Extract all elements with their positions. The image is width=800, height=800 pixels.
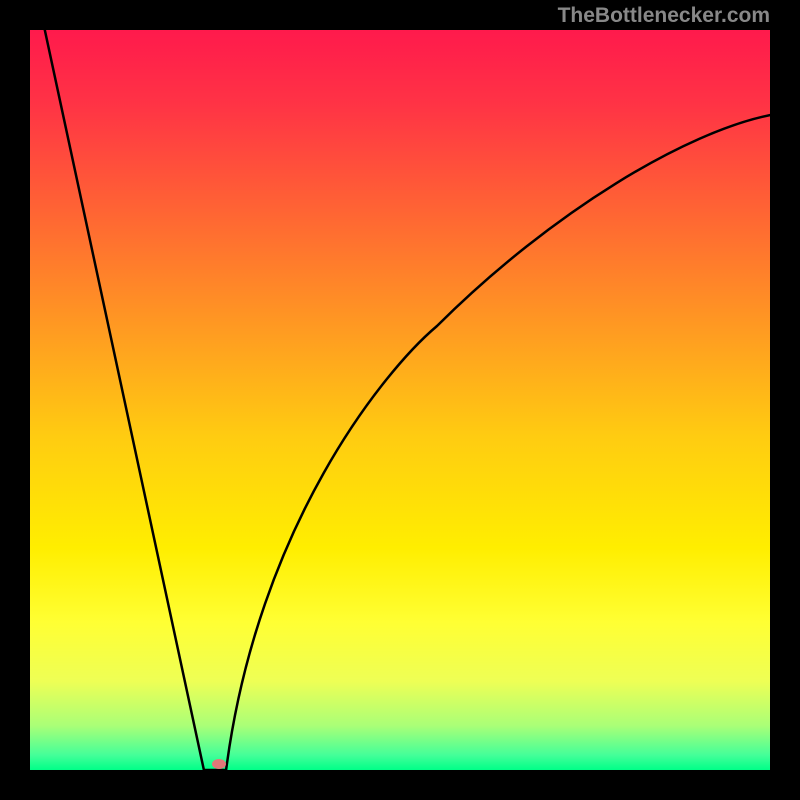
plot-svg — [30, 30, 770, 770]
watermark-text: TheBottlenecker.com — [558, 4, 770, 28]
optimal-point-marker — [212, 759, 226, 769]
chart-container: TheBottlenecker.com — [0, 0, 800, 800]
gradient-background — [30, 30, 770, 770]
plot-area — [30, 30, 770, 770]
